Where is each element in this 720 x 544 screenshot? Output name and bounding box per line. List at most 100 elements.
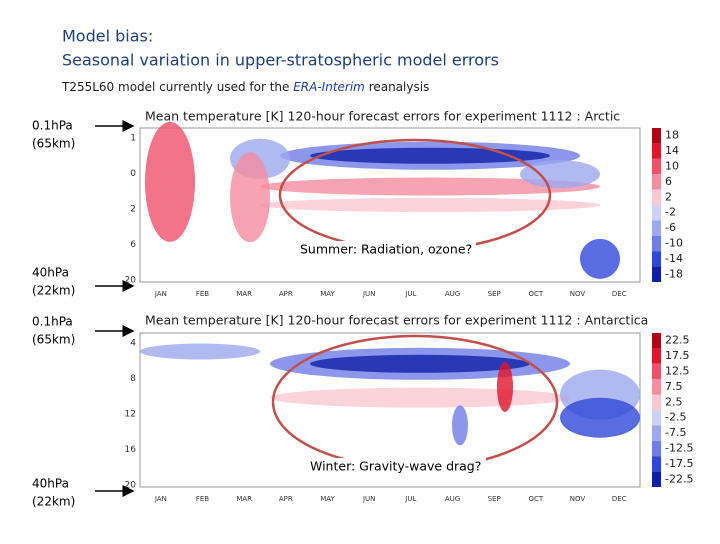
colorbar-label: -6 bbox=[665, 221, 676, 234]
colorbar-swatch bbox=[652, 174, 661, 190]
month-label: JUL bbox=[404, 290, 416, 298]
annotation-box bbox=[296, 241, 476, 259]
month-label: AUG bbox=[445, 290, 460, 298]
note-emphasis: ERA-Interim bbox=[293, 80, 365, 94]
month-label: JAN bbox=[154, 290, 167, 298]
error-field bbox=[452, 405, 468, 446]
colorbar-swatch bbox=[652, 440, 661, 457]
month-label: JAN bbox=[154, 495, 167, 503]
colorbar-label: 7.5 bbox=[665, 380, 683, 393]
colorbar-label: 22.5 bbox=[665, 334, 690, 347]
month-label: DEC bbox=[612, 290, 627, 298]
colorbar-label: -2 bbox=[665, 206, 676, 219]
month-label: APR bbox=[279, 290, 293, 298]
colorbar-swatch bbox=[652, 348, 661, 364]
month-label: FEB bbox=[196, 290, 209, 298]
month-label: SEP bbox=[488, 290, 501, 298]
colorbar-label: -14 bbox=[665, 252, 683, 265]
month-label: JUN bbox=[362, 290, 375, 298]
y-tick-label: 6 bbox=[130, 240, 136, 250]
month-label: NOV bbox=[570, 495, 586, 503]
error-field bbox=[580, 238, 620, 279]
note-text: reanalysis bbox=[365, 80, 429, 94]
error-field bbox=[497, 361, 513, 412]
colorbar-label: -2.5 bbox=[665, 411, 686, 424]
plot-title: Mean temperature [K] 120-hour forecast e… bbox=[145, 109, 620, 124]
error-field bbox=[140, 343, 260, 360]
month-label: SEP bbox=[488, 495, 501, 503]
colorbar-label: -17.5 bbox=[665, 457, 693, 470]
error-field bbox=[270, 387, 570, 408]
month-label: MAY bbox=[320, 290, 335, 298]
colorbar-label: 2.5 bbox=[665, 395, 683, 408]
error-field bbox=[260, 177, 600, 196]
colorbar-label: -18 bbox=[665, 267, 683, 280]
colorbar-label: 17.5 bbox=[665, 349, 690, 362]
colorbar-swatch bbox=[652, 363, 661, 380]
month-label: DEC bbox=[612, 495, 627, 503]
colorbar-swatch bbox=[652, 379, 661, 395]
colorbar-swatch bbox=[652, 158, 661, 175]
level-label: 0.1hPa bbox=[32, 119, 73, 133]
colorbar-swatch bbox=[652, 128, 661, 144]
month-label: MAR bbox=[236, 290, 252, 298]
colorbar-label: -10 bbox=[665, 237, 683, 250]
colorbar-swatch bbox=[652, 471, 661, 487]
y-tick-label: 20 bbox=[125, 276, 137, 286]
colorbar-label: 14 bbox=[665, 144, 679, 157]
level-label: (65km) bbox=[32, 333, 75, 347]
colorbar-label: 18 bbox=[665, 129, 679, 142]
colorbar-label: 10 bbox=[665, 160, 679, 173]
annotation: Winter: Gravity-wave drag? bbox=[310, 459, 481, 474]
y-tick-label: 12 bbox=[125, 410, 136, 420]
month-label: APR bbox=[279, 495, 293, 503]
error-field bbox=[560, 397, 640, 438]
colorbar-swatch bbox=[652, 251, 661, 267]
y-tick-label: 20 bbox=[125, 481, 137, 491]
month-label: OCT bbox=[528, 495, 543, 503]
colorbar-label: 6 bbox=[665, 175, 672, 188]
annotation-box bbox=[306, 458, 486, 476]
y-tick-label: 4 bbox=[130, 339, 136, 349]
y-tick-label: 2 bbox=[130, 205, 136, 215]
colorbar-swatch bbox=[652, 394, 661, 410]
colorbar-label: 12.5 bbox=[665, 365, 690, 378]
annotation: Summer: Radiation, ozone? bbox=[300, 242, 472, 257]
slide-subtitle: Seasonal variation in upper-stratospheri… bbox=[62, 51, 499, 70]
colorbar-swatch bbox=[652, 143, 661, 159]
colorbar-swatch bbox=[652, 456, 661, 472]
level-label: 40hPa bbox=[32, 266, 69, 280]
colorbar-swatch bbox=[652, 205, 661, 221]
colorbar-label: -7.5 bbox=[665, 426, 686, 439]
error-field bbox=[230, 152, 270, 243]
error-field bbox=[260, 198, 600, 212]
colorbar-swatch bbox=[652, 266, 661, 282]
colorbar-label: -22.5 bbox=[665, 472, 693, 485]
colorbar-label: -12.5 bbox=[665, 442, 693, 455]
y-tick-label: 0 bbox=[130, 169, 136, 179]
plot-title: Mean temperature [K] 120-hour forecast e… bbox=[145, 313, 648, 328]
note-text: T255L60 model currently used for the bbox=[61, 80, 293, 94]
colorbar-swatch bbox=[652, 189, 661, 205]
month-label: AUG bbox=[445, 495, 460, 503]
month-label: JUL bbox=[404, 495, 416, 503]
colorbar-swatch bbox=[652, 333, 661, 349]
error-field bbox=[310, 354, 530, 373]
month-label: OCT bbox=[528, 290, 543, 298]
colorbar-swatch bbox=[652, 220, 661, 236]
level-label: (22km) bbox=[32, 495, 75, 509]
level-label: 0.1hPa bbox=[32, 315, 73, 329]
slide-title: Model bias: bbox=[62, 27, 153, 46]
level-label: (22km) bbox=[32, 284, 75, 298]
y-tick-label: 1 bbox=[130, 134, 136, 144]
level-label: (65km) bbox=[32, 137, 75, 151]
colorbar-label: 2 bbox=[665, 190, 672, 203]
error-field bbox=[145, 121, 195, 242]
y-tick-label: 8 bbox=[130, 374, 136, 384]
month-label: FEB bbox=[196, 495, 209, 503]
month-label: MAY bbox=[320, 495, 335, 503]
colorbar-swatch bbox=[652, 410, 661, 426]
month-label: NOV bbox=[570, 290, 586, 298]
